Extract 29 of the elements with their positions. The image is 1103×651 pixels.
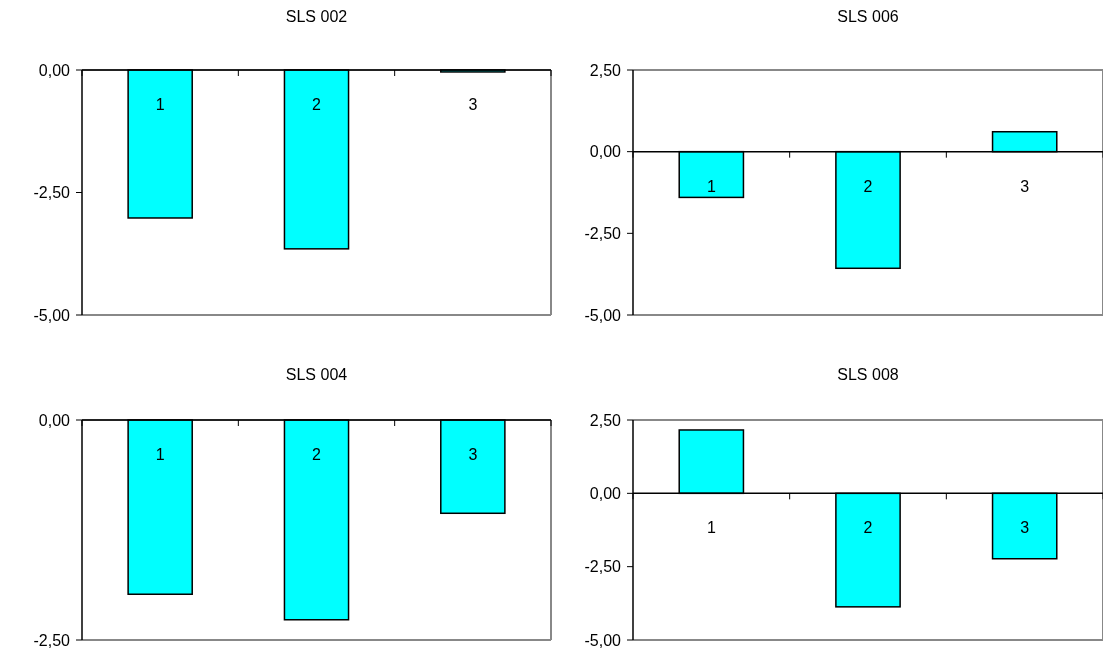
x-tick-label: 3 [1020,519,1030,537]
y-tick-label: -2,50 [584,224,622,242]
chart-title: SLS 008 [837,366,899,383]
x-tick-label: 2 [312,446,322,463]
x-tick-label: 2 [312,96,322,113]
x-tick-label: 1 [155,96,165,113]
y-tick-label: -5,00 [33,306,71,324]
y-tick-label: 0,00 [589,143,622,161]
chart-title: SLS 002 [285,8,348,25]
x-tick-label: 2 [863,519,873,537]
x-tick-label: 1 [706,177,716,195]
x-tick-label: 1 [155,446,165,463]
y-tick-label: -2,50 [33,184,71,202]
x-tick-label: 1 [706,519,716,537]
chart-title: SLS 004 [285,366,348,383]
y-tick-label: 2,50 [589,411,622,429]
x-tick-label: 3 [1020,177,1030,195]
x-tick-label: 3 [468,96,478,113]
y-tick-label: 0,00 [38,61,71,79]
x-tick-label: 2 [863,177,873,195]
y-tick-label: 2,50 [589,61,622,79]
y-tick-label: 0,00 [589,484,622,502]
y-tick-label: -2,50 [33,631,71,649]
y-tick-label: 0,00 [38,411,71,429]
y-tick-label: -2,50 [584,558,622,576]
y-tick-label: -5,00 [584,631,622,649]
x-tick-label: 3 [468,446,478,463]
y-tick-label: -5,00 [584,306,622,324]
chart-title: SLS 006 [837,8,899,25]
